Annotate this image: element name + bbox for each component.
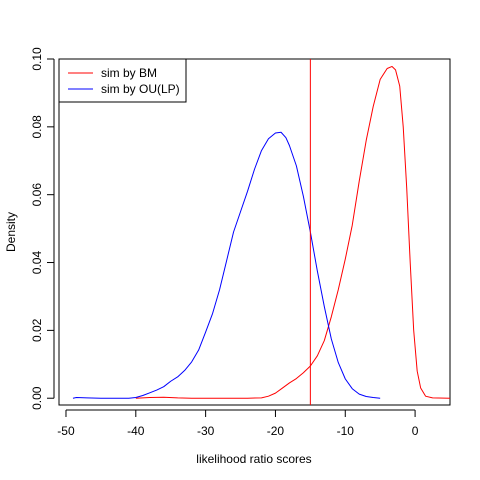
legend-label-bm: sim by BM [101, 66, 157, 80]
x-tick-label: -10 [337, 424, 355, 438]
x-axis-title: likelihood ratio scores [196, 452, 311, 466]
y-tick-label: 0.00 [30, 386, 44, 410]
x-axis: -50 -40 -30 -20 -10 0 [57, 409, 419, 438]
y-tick-label: 0.04 [30, 251, 44, 275]
x-tick-label: -50 [57, 424, 75, 438]
y-tick-label: 0.02 [30, 318, 44, 342]
x-tick-label: -30 [197, 424, 215, 438]
legend-box [58, 58, 187, 103]
y-tick-label: 0.06 [30, 183, 44, 207]
series-line-ou [72, 131, 381, 399]
series-line-bm [135, 65, 451, 399]
y-axis-title: Density [4, 212, 18, 252]
y-tick-label: 0.10 [30, 47, 44, 71]
y-tick-label: 0.08 [30, 115, 44, 139]
series-layer [72, 65, 451, 399]
x-tick-label: -20 [267, 424, 285, 438]
x-tick-label: 0 [412, 424, 419, 438]
legend-label-ou: sim by OU(LP) [101, 82, 180, 96]
y-axis: 0.00 0.02 0.04 0.06 0.08 0.10 [30, 47, 55, 410]
plot-frame [58, 58, 451, 406]
legend: sim by BM sim by OU(LP) [58, 58, 187, 103]
x-tick-label: -40 [127, 424, 145, 438]
